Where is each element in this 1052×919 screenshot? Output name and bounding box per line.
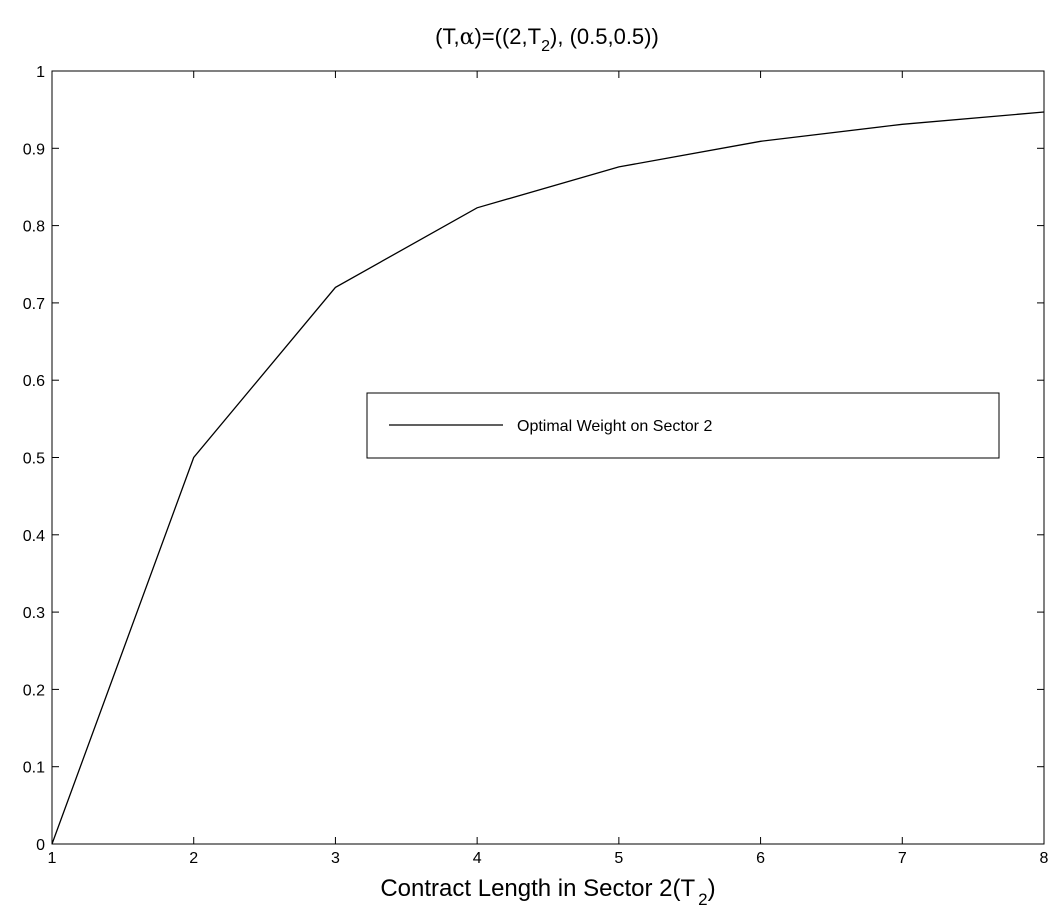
y-tick-label: 0.3 — [23, 605, 45, 622]
x-tick-label: 3 — [331, 850, 340, 867]
chart-title-middle: )=((2,T — [474, 24, 541, 49]
chart-title-prefix: (T, — [435, 24, 459, 49]
x-axis-label-main: Contract Length in Sector 2(T — [380, 875, 695, 902]
x-axis-label-subscript: 2 — [698, 890, 707, 909]
y-tick-label: 0 — [36, 837, 45, 854]
x-tick-label: 2 — [189, 850, 198, 867]
plot-area: 1 2 3 4 5 6 7 8 0 0.1 0.2 0.3 0.4 0.5 0.6 0.7 0.8 0.9 1 — [23, 64, 1049, 867]
chart-title-subscript: 2 — [541, 38, 550, 55]
x-tick-label: 1 — [48, 850, 57, 867]
x-axis-label: Contract Length in Sector 2(T 2) — [380, 875, 715, 909]
legend-label: Optimal Weight on Sector 2 — [517, 418, 712, 435]
y-tick-label: 0.7 — [23, 296, 45, 313]
chart-title: (T,α)=((2,T2), (0.5,0.5)) — [435, 24, 659, 55]
x-tick-label: 5 — [614, 850, 623, 867]
series-line — [51, 111, 1045, 845]
legend: Optimal Weight on Sector 2 — [366, 392, 1000, 459]
x-tick-label: 7 — [898, 850, 907, 867]
y-tick-label: 0.1 — [23, 760, 45, 777]
chart-title-suffix: ), (0.5,0.5)) — [550, 24, 659, 49]
y-tick-label: 1 — [36, 64, 45, 81]
chart-title-alpha: α — [460, 25, 475, 50]
x-tick-label: 6 — [756, 850, 765, 867]
x-tick-label: 8 — [1040, 850, 1049, 867]
y-tick-label: 0.9 — [23, 141, 45, 158]
x-tick-label: 4 — [473, 850, 482, 867]
y-tick-label: 0.2 — [23, 682, 45, 699]
y-tick-label: 0.6 — [23, 373, 45, 390]
y-tick-label: 0.8 — [23, 219, 45, 236]
y-tick-label: 0.5 — [23, 451, 45, 468]
y-tick-label: 0.4 — [23, 528, 45, 545]
x-axis-label-suffix: ) — [708, 875, 716, 902]
